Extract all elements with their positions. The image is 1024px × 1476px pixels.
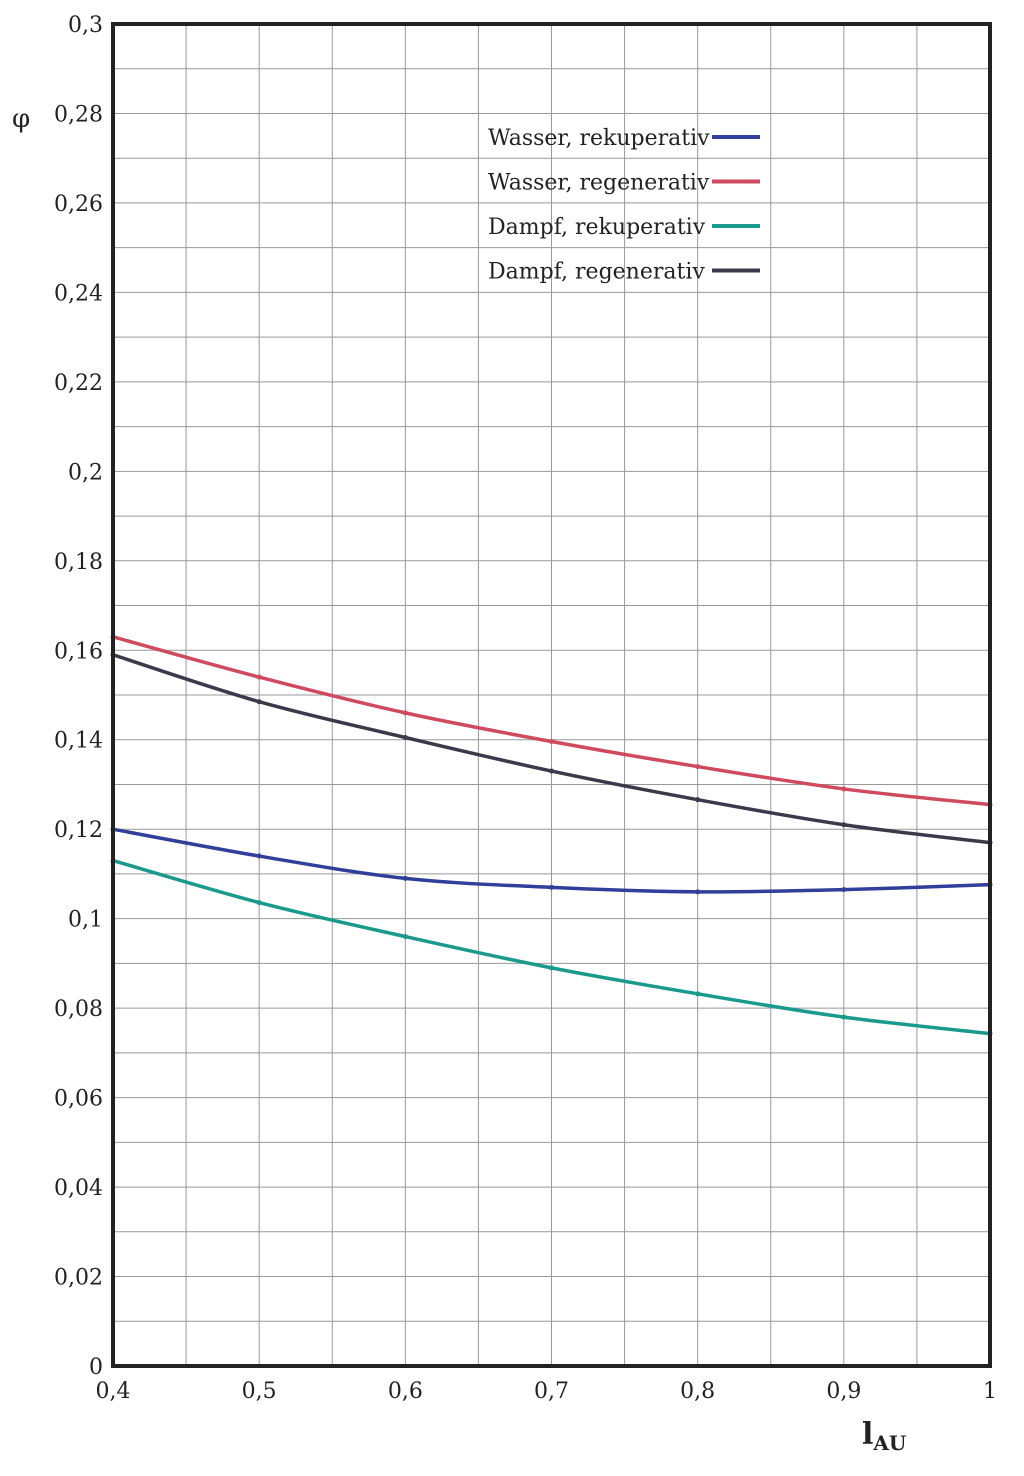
data-point — [256, 853, 262, 859]
y-tick-label: 0,2 — [68, 460, 103, 485]
data-point — [695, 889, 701, 895]
data-point — [402, 710, 408, 716]
legend-label: Dampf, regenerativ — [488, 260, 705, 285]
y-tick-label: 0,08 — [54, 997, 103, 1022]
x-axis-label: lAU — [862, 1417, 906, 1455]
y-tick-label: 0 — [89, 1355, 103, 1380]
y-tick-label: 0,3 — [68, 13, 103, 38]
y-tick-label: 0,28 — [54, 102, 103, 127]
data-point — [402, 734, 408, 740]
data-point — [841, 786, 847, 792]
data-point — [841, 1014, 847, 1020]
x-tick-labels: 0,4 0,5 0,6 0,7 0,8 0,9 1 — [96, 1379, 998, 1404]
y-tick-label: 0,18 — [54, 550, 103, 575]
data-point — [695, 797, 701, 803]
data-point — [695, 764, 701, 770]
legend-label: Dampf, rekuperativ — [488, 215, 706, 240]
y-tick-label: 0,12 — [54, 818, 103, 843]
legend: Wasser, rekuperativ Wasser, regenerativ Da… — [488, 126, 760, 285]
legend-label: Wasser, rekuperativ — [488, 126, 710, 151]
data-point — [256, 699, 262, 705]
y-tick-label: 0,24 — [54, 281, 103, 306]
data-point — [256, 674, 262, 680]
y-axis-label: φ — [12, 104, 30, 134]
y-tick-label: 0,1 — [68, 908, 103, 933]
x-tick-label: 0,6 — [388, 1379, 423, 1404]
data-point — [402, 875, 408, 881]
data-point — [841, 822, 847, 828]
x-tick-label: 0,8 — [680, 1379, 715, 1404]
plot-frame — [111, 22, 992, 1368]
x-axis-label-main: l — [862, 1417, 873, 1452]
y-tick-label: 0,14 — [54, 729, 103, 754]
y-tick-label: 0,02 — [54, 1266, 103, 1291]
data-point — [402, 934, 408, 940]
x-tick-label: 0,5 — [242, 1379, 277, 1404]
y-tick-label: 0,22 — [54, 371, 103, 396]
y-tick-labels: 0 0,02 0,04 0,06 0,08 0,1 0,12 0,14 0,16 0,18 0,2 0… — [54, 13, 103, 1380]
data-point — [841, 887, 847, 893]
x-tick-label: 0,9 — [826, 1379, 861, 1404]
data-point — [256, 900, 262, 906]
y-tick-label: 0,16 — [54, 639, 103, 664]
data-point — [549, 965, 554, 971]
data-point — [549, 739, 554, 745]
legend-label: Wasser, regenerativ — [488, 171, 710, 196]
data-point — [549, 768, 554, 774]
x-tick-label: 1 — [983, 1379, 997, 1404]
y-tick-label: 0,26 — [54, 192, 103, 217]
y-tick-label: 0,06 — [54, 1087, 103, 1112]
x-axis-label-sub: AU — [872, 1431, 906, 1455]
x-tick-label: 0,7 — [534, 1379, 569, 1404]
y-tick-label: 0,04 — [54, 1176, 103, 1201]
data-point — [549, 884, 554, 890]
data-point — [695, 991, 701, 997]
series-lines — [110, 634, 993, 1037]
x-tick-label: 0,4 — [96, 1379, 131, 1404]
